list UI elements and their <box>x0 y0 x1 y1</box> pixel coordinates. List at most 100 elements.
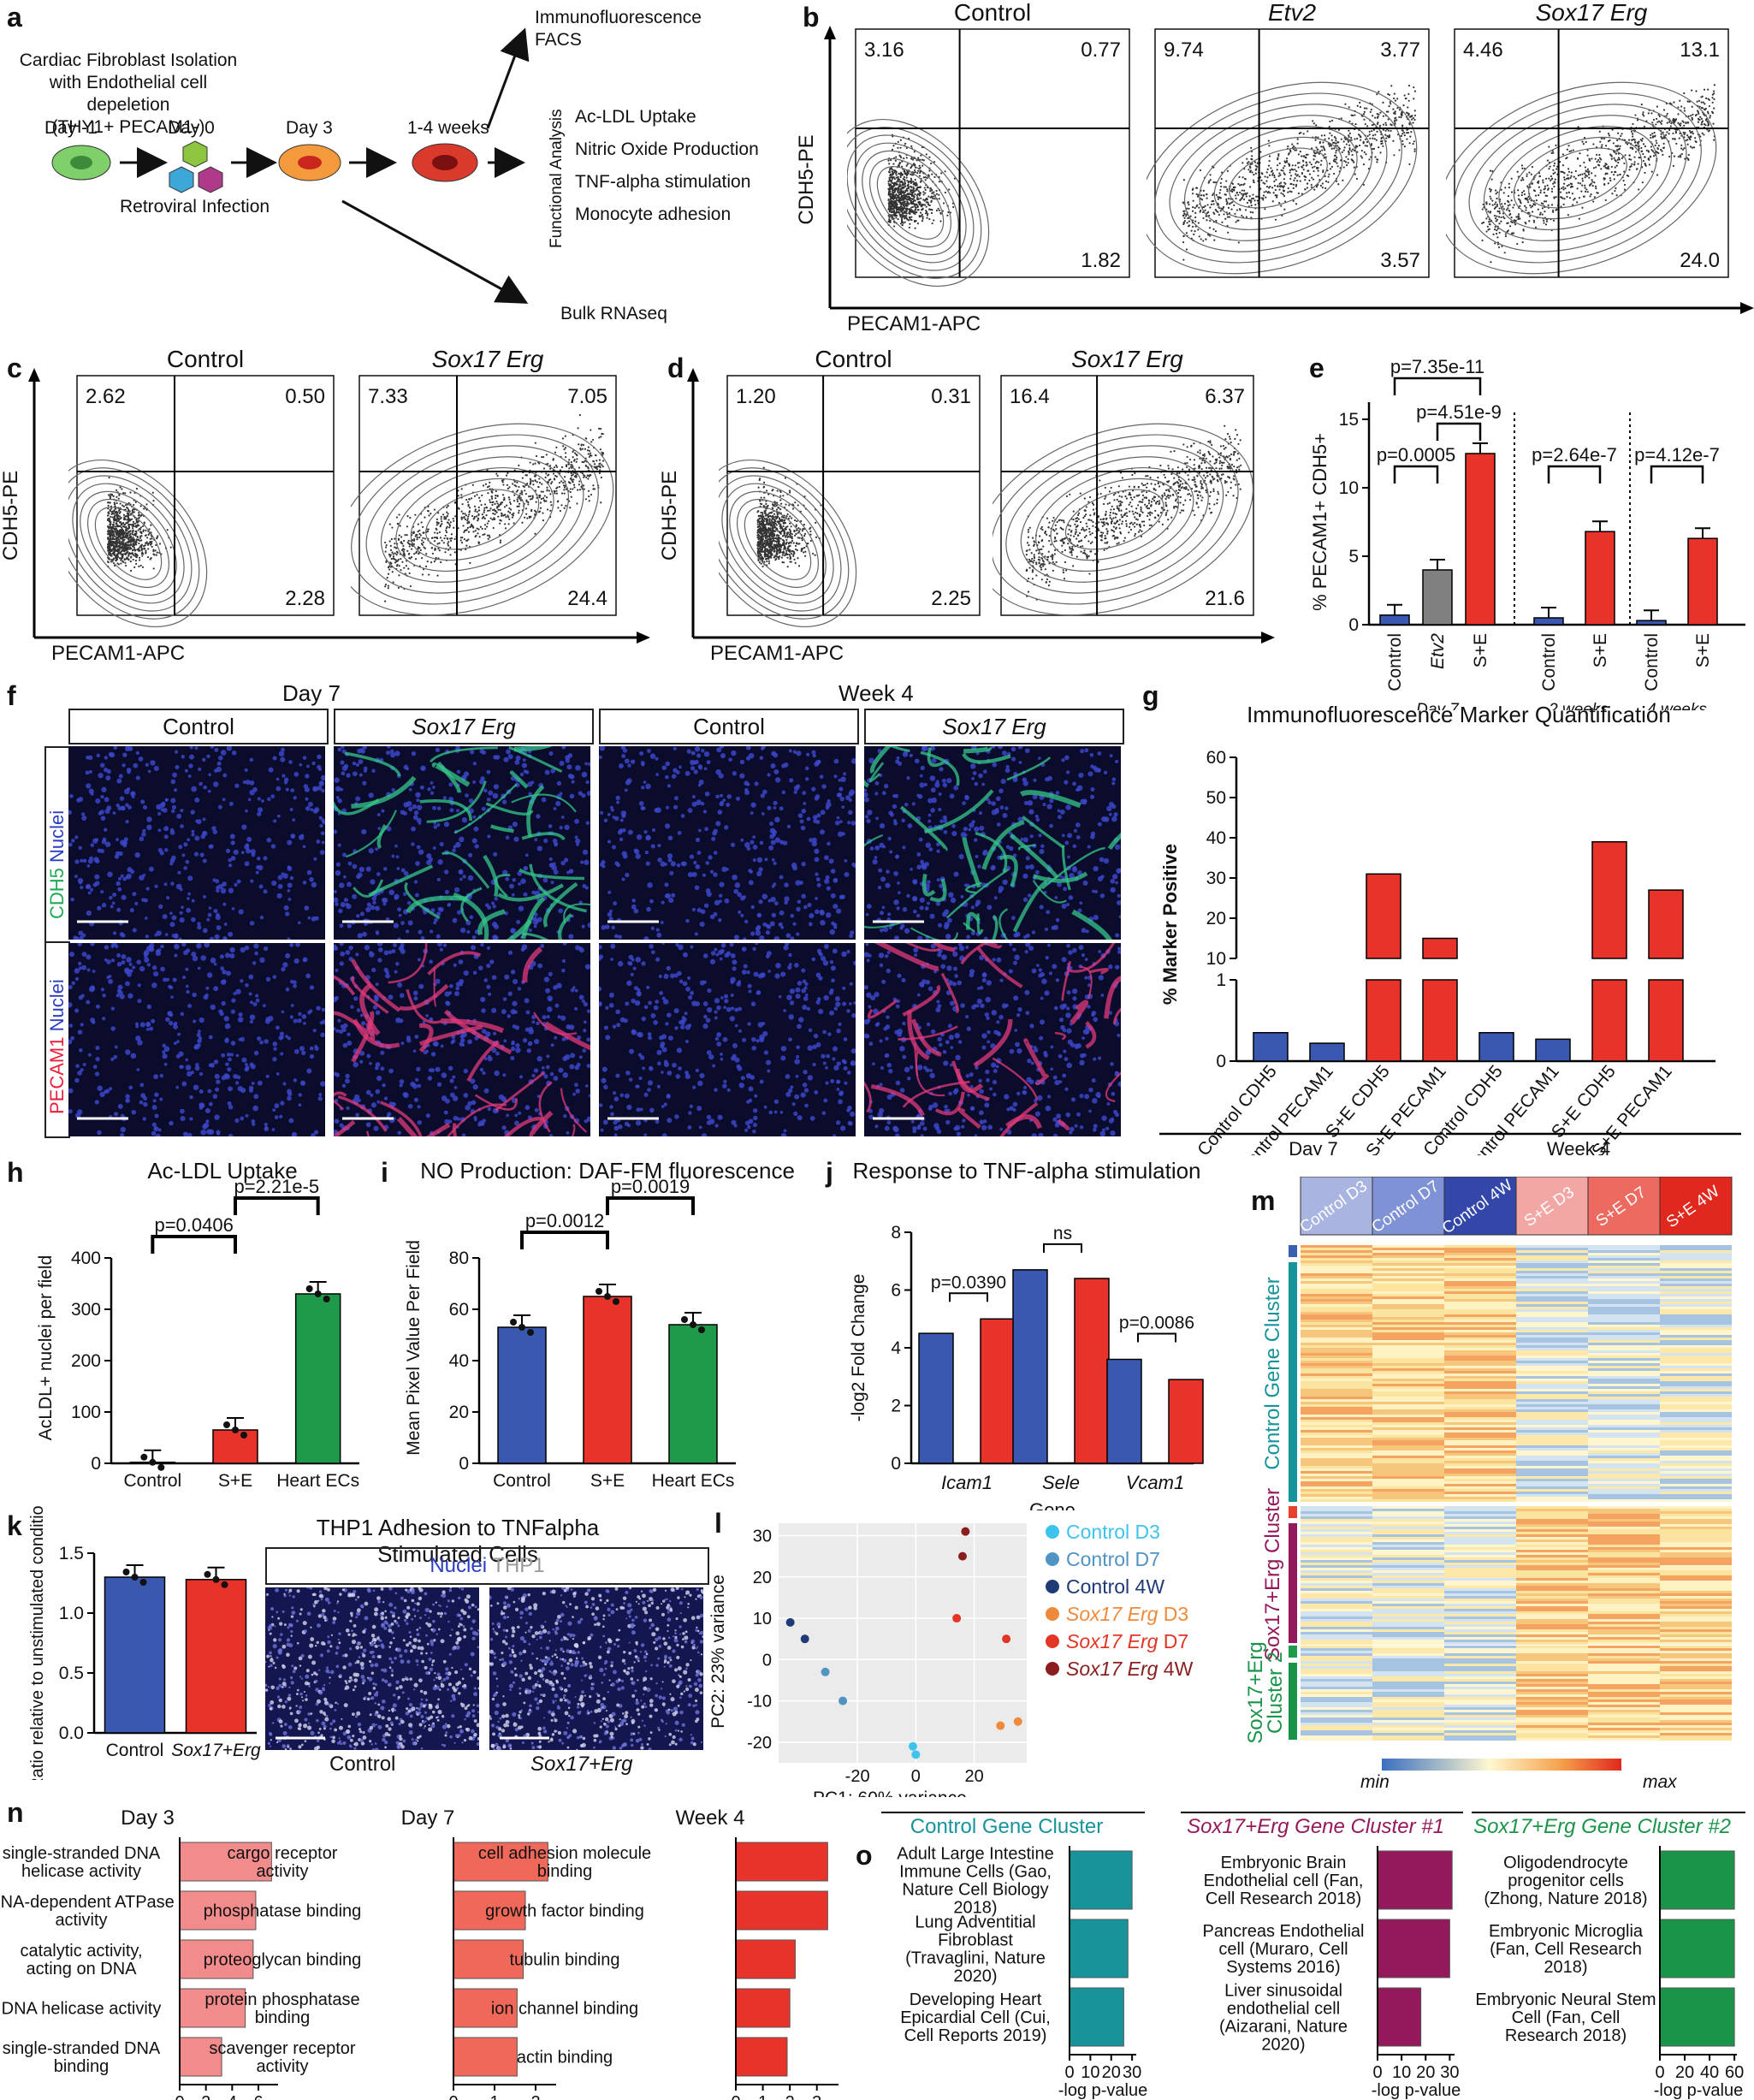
flow-dot <box>581 460 584 464</box>
flow-dot <box>130 537 133 539</box>
flow-dot <box>1662 109 1666 111</box>
flow-dot <box>524 474 527 477</box>
flow-dot <box>1260 179 1263 181</box>
flow-dot <box>1292 183 1295 186</box>
flow-dot <box>1674 118 1678 121</box>
flow-dot <box>152 549 155 551</box>
flow-dot <box>122 513 125 516</box>
flow-dot <box>424 516 426 519</box>
flow-dot <box>898 195 900 198</box>
flow-dot <box>428 514 430 517</box>
flow-dot <box>1289 171 1291 174</box>
flow-dot <box>1363 151 1366 153</box>
flow-dot <box>414 558 418 561</box>
flow-dot <box>1321 187 1324 189</box>
flow-dot <box>888 205 891 208</box>
flow-dot <box>1259 187 1262 190</box>
flow-dot <box>411 548 413 550</box>
flow-dot <box>152 553 155 555</box>
flow-dot <box>1338 147 1342 150</box>
flow-dot <box>910 194 914 197</box>
flow-dot <box>1348 106 1350 109</box>
flow-dot <box>910 189 913 192</box>
flow-dot <box>497 503 500 507</box>
flow-dot <box>569 478 572 480</box>
flow-dot <box>1200 199 1204 201</box>
flow-dot <box>1527 195 1530 198</box>
flow-dot <box>1198 206 1200 209</box>
flow-dot <box>1520 179 1523 181</box>
flow-dot <box>1382 101 1384 104</box>
flow-dot <box>1497 246 1501 249</box>
flow-dot <box>152 550 155 553</box>
flow-dot <box>1520 194 1523 197</box>
flow-dot <box>800 519 803 523</box>
flow-dot <box>132 558 134 561</box>
flow-dot <box>1403 94 1406 97</box>
flow-dot <box>1632 122 1634 126</box>
flow-dot <box>1598 164 1601 167</box>
flow-dot <box>1644 171 1646 175</box>
flow-dot <box>493 508 495 511</box>
flow-dot <box>1604 199 1607 202</box>
flow-dot <box>460 494 463 496</box>
flow-dot <box>895 217 898 219</box>
flow-dot <box>1688 137 1691 139</box>
flow-dot <box>1666 122 1668 124</box>
flow-dot <box>898 162 902 164</box>
flow-dot <box>414 535 417 537</box>
flow-dot <box>890 181 892 183</box>
flow-dot <box>1205 238 1207 240</box>
flow-dot <box>1278 188 1281 191</box>
flow-dot <box>938 181 941 183</box>
flow-dot <box>1275 194 1277 197</box>
flow-dot <box>897 191 899 194</box>
flow-dot <box>1202 189 1206 193</box>
flow-dot <box>888 184 891 187</box>
flow-dot <box>1337 128 1341 131</box>
flow-dot <box>518 485 520 489</box>
flow-dot <box>1360 155 1362 157</box>
flow-dot <box>436 537 439 540</box>
flow-dot <box>143 521 145 525</box>
flow-dot <box>892 181 894 185</box>
flow-dot <box>900 201 904 204</box>
flow-dot <box>1517 217 1520 219</box>
flow-dot <box>1553 164 1555 167</box>
flow-dot <box>1378 146 1380 149</box>
flow-dot <box>1277 185 1279 187</box>
flow-dot <box>1348 144 1351 146</box>
flow-dot <box>588 500 590 502</box>
flow-dot <box>1342 166 1345 169</box>
flow-dot <box>396 560 399 562</box>
flow-dot <box>454 515 457 518</box>
flow-dot <box>1685 121 1687 124</box>
flow-dot <box>117 497 120 500</box>
flow-dot <box>151 540 153 543</box>
flow-dot <box>1542 179 1544 181</box>
flow-dot <box>1220 185 1223 188</box>
flow-dot <box>152 499 155 502</box>
flow-dot <box>152 567 155 570</box>
flow-dot <box>1500 188 1502 191</box>
flow-dot <box>418 532 421 536</box>
flow-dot <box>1330 119 1334 122</box>
flow-dot <box>592 484 595 487</box>
flow-dot <box>578 413 581 417</box>
flow-dot <box>1279 174 1282 176</box>
flow-dot <box>928 217 931 221</box>
flow-dot <box>1552 169 1555 171</box>
flow-dot <box>1310 186 1313 188</box>
flow-dot <box>1297 192 1300 195</box>
flow-dot <box>775 550 779 553</box>
flow-dot <box>1305 161 1307 163</box>
flow-dot <box>420 521 423 524</box>
flow-dot <box>921 217 924 220</box>
flow-dot <box>1267 164 1271 167</box>
flow-dot <box>145 542 147 544</box>
flow-dot <box>1223 186 1225 188</box>
flow-dot <box>1629 146 1632 149</box>
flow-dot <box>431 537 434 539</box>
flow-dot <box>399 525 401 527</box>
flow-dot <box>1650 136 1652 139</box>
